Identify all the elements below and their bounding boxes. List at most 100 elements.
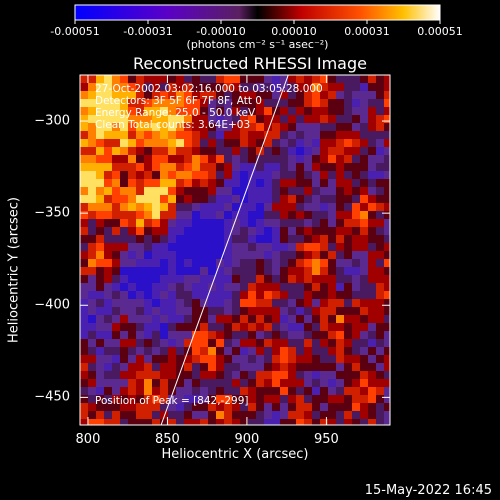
plot-frame (79, 74, 391, 426)
heatmap-cell (240, 267, 249, 276)
heatmap-cell (160, 171, 169, 180)
heatmap-cell (208, 411, 217, 420)
heatmap-cell (280, 283, 289, 292)
heatmap-cell (168, 379, 177, 388)
heatmap-cell (328, 171, 337, 180)
heatmap-cell (136, 99, 145, 108)
heatmap-cell (184, 267, 193, 276)
heatmap-cell (168, 283, 177, 292)
heatmap-cell (176, 99, 185, 108)
heatmap-cell (360, 243, 369, 252)
heatmap-cell (304, 131, 313, 140)
heatmap-cell (384, 379, 390, 388)
heatmap-cell (112, 195, 121, 204)
heatmap-cell (88, 139, 97, 148)
heatmap-cell (192, 75, 201, 84)
heatmap-cell (88, 307, 97, 316)
heatmap-cell (240, 363, 249, 372)
heatmap-cell (328, 355, 337, 364)
heatmap-cell (232, 227, 241, 236)
heatmap-cell (80, 379, 89, 388)
heatmap-cell (152, 379, 161, 388)
heatmap-cell (96, 339, 105, 348)
heatmap-cell (176, 195, 185, 204)
heatmap-cell (248, 235, 257, 244)
heatmap-cell (208, 195, 217, 204)
heatmap-cell (184, 131, 193, 140)
heatmap-cell (176, 91, 185, 100)
heatmap-cell (112, 91, 121, 100)
heatmap-cell (304, 227, 313, 236)
heatmap-cell (144, 211, 153, 220)
heatmap-cell (384, 171, 390, 180)
heatmap-cell (200, 379, 209, 388)
heatmap-cell (88, 291, 97, 300)
heatmap-cell (240, 211, 249, 220)
heatmap-cell (272, 347, 281, 356)
heatmap-cell (384, 227, 390, 236)
heatmap-cell (192, 147, 201, 156)
heatmap-cell (384, 275, 390, 284)
heatmap-cell (224, 251, 233, 260)
heatmap-cell (88, 331, 97, 340)
heatmap-cell (168, 163, 177, 172)
heatmap-cell (240, 411, 249, 420)
heatmap-cell (208, 315, 217, 324)
heatmap-cell (176, 243, 185, 252)
heatmap-cell (224, 187, 233, 196)
heatmap-cell (272, 251, 281, 260)
heatmap-cell (88, 315, 97, 324)
heatmap-cell (96, 275, 105, 284)
y-tick-label: −400 (34, 297, 70, 313)
heatmap-cell (144, 275, 153, 284)
heatmap-cell (240, 123, 249, 132)
heatmap-cell (320, 355, 329, 364)
heatmap-cell (280, 315, 289, 324)
heatmap-cell (144, 267, 153, 276)
heatmap-cell (352, 267, 361, 276)
heatmap-cell (96, 155, 105, 164)
heatmap-cell (304, 179, 313, 188)
heatmap-cell (216, 107, 225, 116)
heatmap-cell (384, 115, 390, 124)
heatmap-cell (184, 107, 193, 116)
heatmap-cell (192, 363, 201, 372)
heatmap-cell (304, 163, 313, 172)
heatmap-cell (120, 211, 129, 220)
heatmap-cell (320, 155, 329, 164)
heatmap-cell (88, 323, 97, 332)
heatmap-cell (208, 331, 217, 340)
heatmap-cell (80, 315, 89, 324)
heatmap-cell (240, 107, 249, 116)
heatmap-cell (192, 347, 201, 356)
heatmap-cell (344, 307, 353, 316)
heatmap-cell (80, 275, 89, 284)
heatmap-cell (192, 275, 201, 284)
heatmap-cell (320, 227, 329, 236)
heatmap-cell (328, 203, 337, 212)
heatmap-cell (168, 363, 177, 372)
heatmap-cell (352, 363, 361, 372)
heatmap-cell (288, 203, 297, 212)
heatmap-cell (160, 139, 169, 148)
heatmap-cell (312, 371, 321, 380)
heatmap-cell (152, 275, 161, 284)
heatmap-cell (80, 147, 89, 156)
heatmap-cell (96, 163, 105, 172)
heatmap-cell (216, 235, 225, 244)
heatmap-cell (120, 195, 129, 204)
heatmap-cell (280, 379, 289, 388)
heatmap-cell (128, 363, 137, 372)
heatmap-cell (296, 107, 305, 116)
heatmap-cell (328, 291, 337, 300)
heatmap-cell (152, 171, 161, 180)
heatmap-cell (304, 267, 313, 276)
heatmap-cell (368, 283, 377, 292)
heatmap-cell (168, 227, 177, 236)
heatmap-cell (104, 123, 113, 132)
heatmap-cell (112, 307, 121, 316)
heatmap-cell (272, 243, 281, 252)
heatmap-cell (128, 83, 137, 92)
heatmap-cell (160, 107, 169, 116)
heatmap-cell (152, 147, 161, 156)
